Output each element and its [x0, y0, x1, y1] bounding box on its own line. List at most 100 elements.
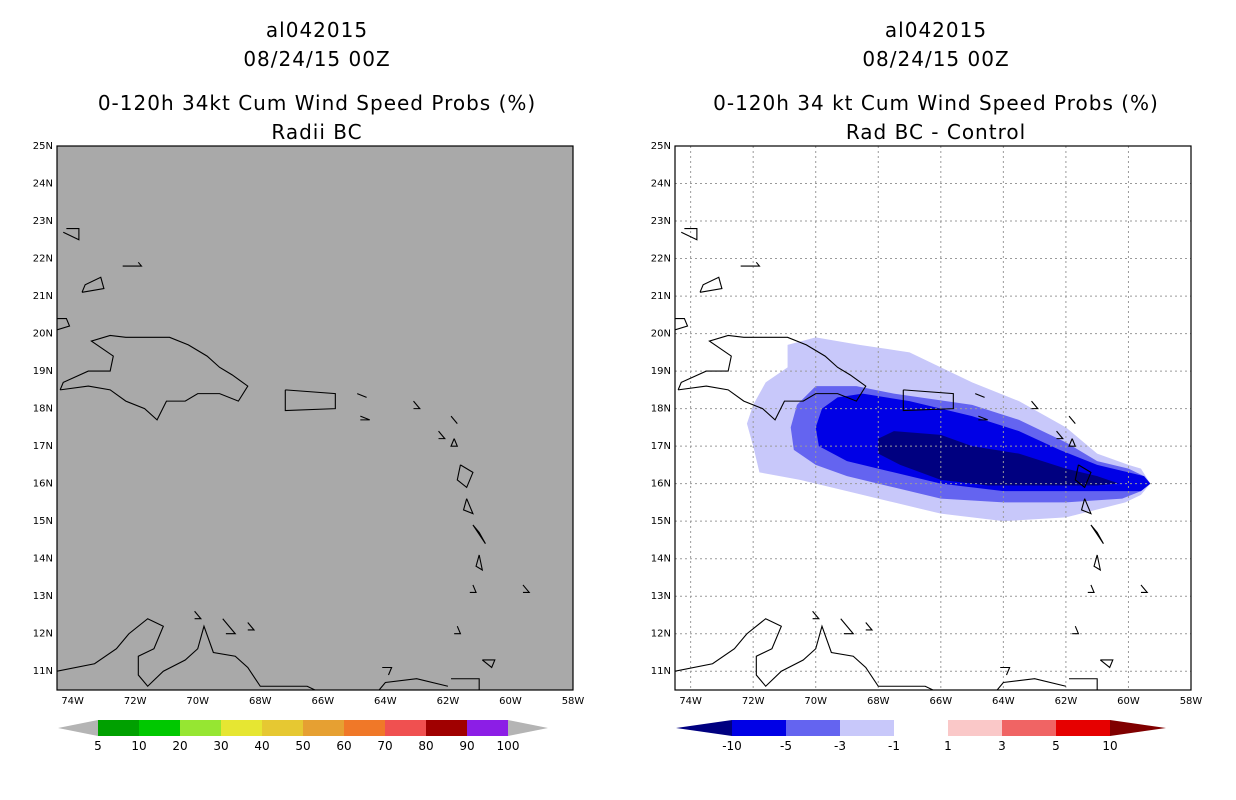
- coastline: [812, 610, 821, 620]
- coastline: [675, 318, 689, 331]
- colorbar-label: -5: [780, 739, 792, 753]
- coastline: [438, 430, 446, 440]
- colorbar-box: [139, 720, 180, 736]
- storm-id: al042015: [265, 18, 369, 42]
- colorbar-box: [1002, 720, 1056, 736]
- coastline: [59, 334, 249, 421]
- coastline: [450, 415, 458, 424]
- colorbar-label: 1: [944, 739, 952, 753]
- coastline: [360, 415, 370, 421]
- chart-title: 0-120h 34kt Cum Wind Speed Probs (%): [97, 91, 537, 115]
- coastline: [1140, 584, 1149, 594]
- y-tick-label: 12N: [33, 629, 53, 640]
- x-tick-label: 68W: [249, 696, 272, 707]
- y-tick-label: 23N: [33, 216, 53, 227]
- right-chart-title: al042015 08/24/15 00Z 0-120h 34 kt Cum W…: [676, 16, 1196, 147]
- y-tick-label: 11N: [651, 666, 671, 677]
- contour-level-2: [815, 393, 1151, 492]
- y-tick-label: 16N: [651, 479, 671, 490]
- colorbar-label: 60: [336, 739, 351, 753]
- plot-group: 74W 72W 70W 68W 66W 64W 62W 60W 58W 11N 12N 13N 14N 1…: [651, 141, 1203, 753]
- x-tick-label: 66W: [930, 696, 953, 707]
- colorbar-box: [262, 720, 303, 736]
- y-tick-label: 13N: [651, 591, 671, 602]
- y-tick-label: 22N: [33, 254, 53, 265]
- x-tick-label: 74W: [679, 696, 702, 707]
- coastline: [469, 584, 477, 594]
- colorbar-label: 70: [377, 739, 392, 753]
- colorbar-label: 20: [172, 739, 187, 753]
- coastline: [677, 334, 867, 421]
- coastline: [740, 261, 761, 267]
- coastline: [1000, 666, 1011, 676]
- y-tick-label: 18N: [651, 404, 671, 415]
- left-chart-title: al042015 08/24/15 00Z 0-120h 34kt Cum Wi…: [57, 16, 577, 147]
- coastline: [1072, 626, 1080, 635]
- colorbar-label: 5: [94, 739, 102, 753]
- x-tick-label: 60W: [1117, 696, 1140, 707]
- colorbar-label: 100: [497, 739, 520, 753]
- coastline: [1093, 554, 1102, 572]
- plot-contents: [57, 227, 531, 690]
- storm-id: al042015: [884, 18, 988, 42]
- x-tick-label: 58W: [562, 696, 585, 707]
- y-tick-label: 11N: [33, 666, 53, 677]
- coastline: [902, 389, 954, 412]
- colorbar-label: 90: [459, 739, 474, 753]
- coastline: [681, 227, 698, 241]
- y-tick-label: 25N: [33, 141, 53, 152]
- x-tick-label: 72W: [124, 696, 147, 707]
- colorbar-box: [98, 720, 139, 736]
- plot-frame: [674, 145, 1192, 691]
- coastline: [978, 415, 988, 421]
- y-tick-label: 17N: [33, 441, 53, 452]
- y-tick-label: 13N: [33, 591, 53, 602]
- y-tick-label: 19N: [33, 366, 53, 377]
- x-tick-label: 60W: [499, 696, 522, 707]
- y-tick-label: 19N: [651, 366, 671, 377]
- x-tick-label: 70W: [804, 696, 827, 707]
- y-tick-label: 18N: [33, 404, 53, 415]
- coastline: [1068, 438, 1077, 447]
- colorbar-label: 3: [998, 739, 1006, 753]
- coastline: [1099, 659, 1114, 669]
- coastline: [472, 524, 486, 544]
- x-tick-label: 70W: [186, 696, 209, 707]
- contour-level-3: [878, 431, 1120, 486]
- colorbar-box: [385, 720, 426, 736]
- coastline: [57, 318, 71, 331]
- colorbar-label: -3: [834, 739, 846, 753]
- left-map-chart: 74W 72W 70W 68W 66W 64W 62W 60W 58W 11N 12N 13N 14N 1…: [33, 141, 585, 753]
- colorbar-label: 30: [213, 739, 228, 753]
- colorbar-label: -1: [888, 739, 900, 753]
- coastline: [840, 618, 855, 635]
- colorbar-box: [1056, 720, 1110, 736]
- coastline: [413, 400, 421, 410]
- coastline: [222, 618, 237, 635]
- coastline: [1056, 430, 1064, 440]
- y-tick-label: 20N: [651, 329, 671, 340]
- colorbar-box: [786, 720, 840, 736]
- colorbar: 5 10 20 30 40 50 60 70 80 90 100: [58, 720, 548, 753]
- coastline: [481, 659, 496, 669]
- chart-subtitle: Rad BC - Control: [845, 120, 1027, 144]
- coastline: [865, 622, 874, 631]
- coastline: [1074, 464, 1092, 489]
- colorbar: -10 -5 -3 -1 1 3 5 10: [676, 720, 1166, 753]
- coastline: [451, 678, 480, 690]
- x-tick-label: 74W: [61, 696, 84, 707]
- coastline: [1068, 415, 1076, 424]
- y-tick-label: 20N: [33, 329, 53, 340]
- colorbar-box: [894, 720, 948, 736]
- coastline: [475, 554, 484, 572]
- plot-contents: [675, 146, 1191, 690]
- y-tick-label: 22N: [651, 254, 671, 265]
- x-tick-label: 62W: [437, 696, 460, 707]
- colorbar-box: [948, 720, 1002, 736]
- x-tick-label: 64W: [374, 696, 397, 707]
- coastline: [699, 276, 723, 293]
- coastline: [1087, 584, 1095, 594]
- coastline: [675, 618, 1067, 690]
- coastline: [462, 498, 474, 515]
- colorbar-box: [426, 720, 467, 736]
